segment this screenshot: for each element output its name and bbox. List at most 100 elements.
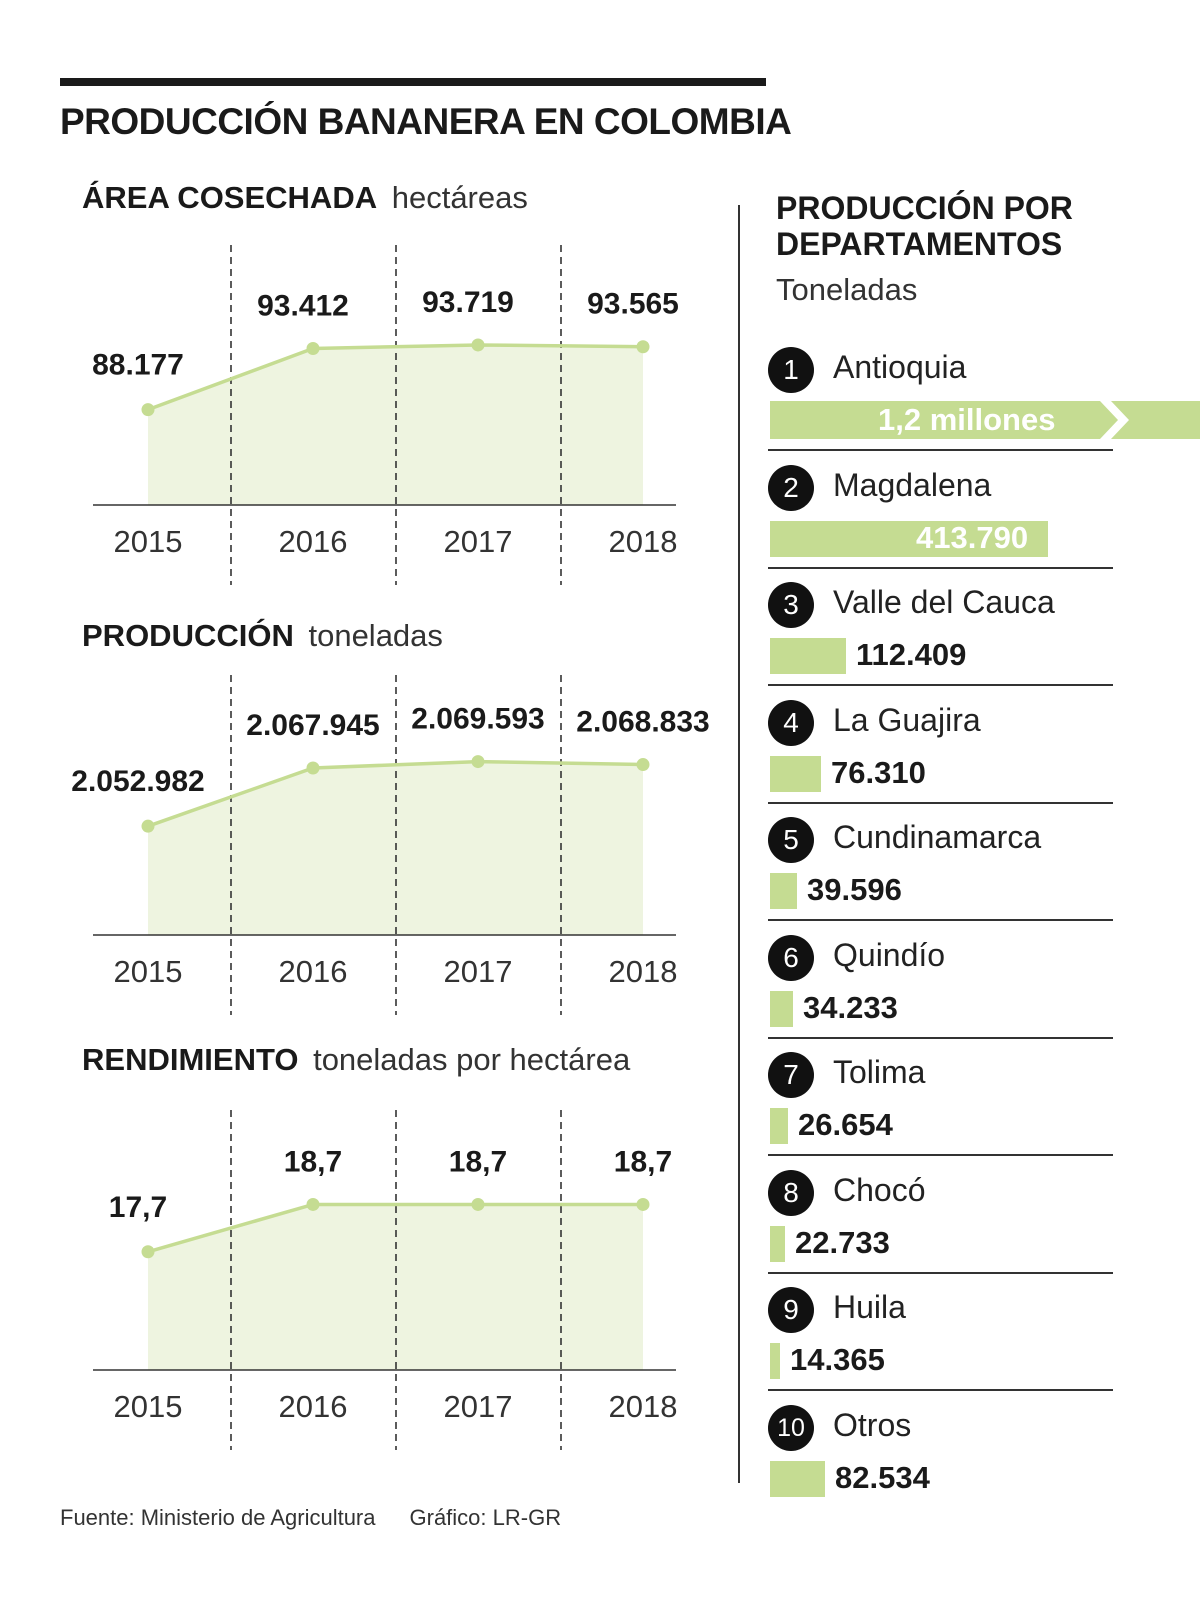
department-bar-overflow — [770, 401, 1200, 439]
top-rule — [60, 78, 766, 86]
chart-title-produccion-name: PRODUCCIÓN — [82, 618, 294, 653]
row-separator — [768, 919, 1113, 921]
department-row: 10 Otros 82.534 — [768, 1402, 1113, 1517]
rank-badge: 10 — [768, 1405, 814, 1451]
chart-title-area-name: ÁREA COSECHADA — [82, 180, 378, 215]
rank-badge: 8 — [768, 1170, 814, 1216]
row-separator — [768, 1037, 1113, 1039]
data-point-2016 — [306, 1197, 320, 1211]
tick-label-2018: 2018 — [609, 524, 678, 559]
department-bar-continuation — [1111, 401, 1200, 439]
tick-label-2015: 2015 — [114, 1389, 183, 1424]
departments-unit: Toneladas — [776, 272, 918, 307]
department-row: 7 Tolima 26.654 — [768, 1049, 1113, 1164]
area-fill — [148, 1204, 643, 1370]
department-value: 14.365 — [790, 1342, 885, 1377]
department-bar — [770, 756, 821, 792]
department-bar — [770, 991, 793, 1027]
rank-badge: 2 — [768, 465, 814, 511]
department-value: 34.233 — [803, 990, 898, 1025]
tick-label-2015: 2015 — [114, 524, 183, 559]
tick-label-2018: 2018 — [609, 1389, 678, 1424]
department-name: Valle del Cauca — [833, 584, 1055, 620]
department-value: 22.733 — [795, 1225, 890, 1260]
rendimiento-line-chart: 17,7 2015 18,7 2016 18,7 2017 18,7 2018 — [93, 1110, 678, 1450]
source-note: Fuente: Ministerio de Agricultura — [60, 1505, 376, 1530]
series-line — [147, 1202, 643, 1254]
department-row: 3 Valle del Cauca 112.409 — [768, 579, 1113, 694]
data-point-2018 — [636, 340, 650, 354]
tick-label-2016: 2016 — [279, 524, 348, 559]
department-name: Tolima — [833, 1054, 926, 1090]
data-point-2015 — [141, 403, 155, 417]
data-point-2017 — [471, 755, 485, 769]
data-label-2016: 18,7 — [284, 1145, 342, 1178]
department-name: Cundinamarca — [833, 819, 1042, 855]
column-divider — [738, 205, 740, 1483]
department-bar — [770, 521, 1048, 557]
chart-title-rendimiento-unit: toneladas por hectárea — [313, 1042, 631, 1077]
department-row: 1 Antioquia 1,2 millones — [768, 344, 1200, 459]
area-fill — [148, 344, 643, 505]
chart-title-rendimiento-name: RENDIMIENTO — [82, 1042, 299, 1077]
tick-label-2017: 2017 — [444, 954, 513, 989]
department-name: La Guajira — [833, 702, 981, 738]
rank-badge: 9 — [768, 1287, 814, 1333]
data-label-2018: 93.565 — [587, 288, 679, 321]
department-bar — [770, 873, 797, 909]
chart-title-produccion: PRODUCCIÓN toneladas — [82, 618, 443, 654]
department-row: 8 Chocó 22.733 — [768, 1167, 1113, 1282]
department-value: 39.596 — [807, 872, 902, 907]
data-label-2018: 18,7 — [614, 1145, 672, 1178]
department-name: Chocó — [833, 1172, 926, 1208]
produccion-line-chart: 2.052.982 2015 2.067.945 2016 2.069.593 2017 2… — [71, 675, 710, 1015]
chart-title-produccion-unit: toneladas — [308, 618, 443, 653]
row-separator — [768, 1272, 1113, 1274]
department-value: 112.409 — [856, 637, 967, 672]
department-name: Huila — [833, 1289, 906, 1325]
department-bar — [770, 1226, 785, 1262]
department-name: Quindío — [833, 937, 946, 973]
department-bar — [770, 1343, 780, 1379]
rank-badge: 1 — [768, 347, 814, 393]
row-separator — [768, 802, 1113, 804]
credit-note: Gráfico: LR-GR — [409, 1505, 562, 1530]
data-label-2018: 2.068.833 — [576, 706, 709, 739]
department-row: 9 Huila 14.365 — [768, 1284, 1113, 1399]
row-separator — [768, 1389, 1113, 1391]
data-label-2015: 2.052.982 — [71, 765, 204, 798]
rank-badge: 3 — [768, 582, 814, 628]
data-label-2015: 17,7 — [109, 1191, 167, 1224]
data-point-2015 — [141, 819, 155, 833]
department-bar — [770, 1461, 825, 1497]
department-bar — [770, 1108, 788, 1144]
rank-badge: 7 — [768, 1052, 814, 1098]
tick-label-2015: 2015 — [114, 954, 183, 989]
department-name: Magdalena — [833, 467, 992, 503]
row-separator — [768, 567, 1113, 569]
department-name: Otros — [833, 1407, 912, 1443]
series-line — [147, 343, 644, 412]
tick-label-2017: 2017 — [444, 524, 513, 559]
department-bar — [770, 638, 846, 674]
data-point-2015 — [141, 1245, 155, 1259]
tick-label-2016: 2016 — [279, 954, 348, 989]
row-separator — [768, 1154, 1113, 1156]
data-label-2016: 2.067.945 — [246, 709, 379, 742]
tick-label-2017: 2017 — [444, 1389, 513, 1424]
rank-badge: 5 — [768, 817, 814, 863]
department-value: 76.310 — [831, 755, 926, 790]
data-label-2017: 93.719 — [422, 286, 514, 319]
data-label-2017: 2.069.593 — [411, 703, 544, 736]
data-point-2016 — [306, 761, 320, 775]
area-line-chart: 88.177 2015 93.412 2016 93.719 2017 93.565 2018 — [92, 245, 679, 585]
departments-title: PRODUCCIÓN POR DEPARTAMENTOS — [776, 190, 1073, 262]
rank-badge: 6 — [768, 935, 814, 981]
department-value: 26.654 — [798, 1107, 893, 1142]
tick-label-2016: 2016 — [279, 1389, 348, 1424]
department-value: 1,2 millones — [878, 402, 1056, 437]
department-row: 5 Cundinamarca 39.596 — [768, 814, 1113, 929]
data-point-2018 — [636, 1197, 650, 1211]
footer: Fuente: Ministerio de Agricultura Gráfico… — [60, 1505, 561, 1531]
row-separator — [768, 449, 1113, 451]
